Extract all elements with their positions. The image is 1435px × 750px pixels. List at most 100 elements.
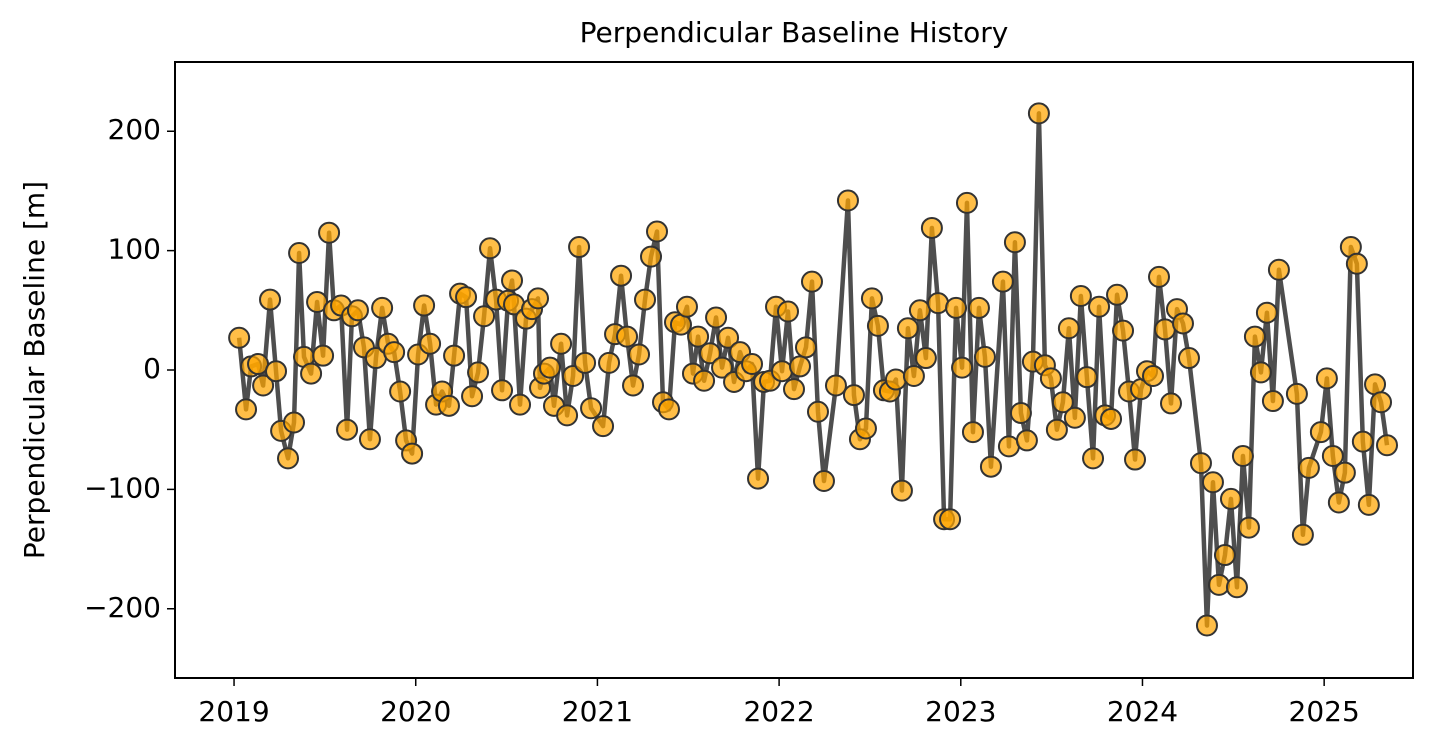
data-point: [1063, 406, 1086, 429]
x-tick-label: 2022: [743, 695, 814, 728]
data-point: [443, 344, 466, 367]
data-point: [1345, 252, 1368, 275]
data-point: [1027, 102, 1050, 125]
data-point: [1015, 429, 1038, 452]
chart-title: Perpendicular Baseline History: [580, 16, 1009, 49]
data-point: [1315, 367, 1338, 390]
data-point: [288, 242, 311, 265]
data-point: [658, 398, 681, 421]
data-point: [1291, 523, 1314, 546]
data-point: [896, 317, 919, 340]
data-point: [1195, 614, 1218, 637]
data-point: [1051, 391, 1074, 414]
data-point: [574, 351, 597, 374]
data-point: [967, 296, 990, 319]
data-point: [491, 379, 514, 402]
data-point: [699, 342, 722, 365]
data-point: [1370, 391, 1393, 414]
x-tick-label: 2023: [925, 695, 996, 728]
data-point: [1069, 284, 1092, 307]
data-point: [1237, 516, 1260, 539]
data-point: [383, 341, 406, 364]
data-point: [1225, 576, 1248, 599]
data-point: [283, 411, 306, 434]
data-point: [1057, 317, 1080, 340]
y-axis-label: Perpendicular Baseline [m]: [18, 181, 51, 559]
data-point: [277, 447, 300, 470]
data-point: [527, 287, 550, 310]
data-point: [824, 374, 847, 397]
data-point: [1124, 448, 1147, 471]
data-point: [1106, 283, 1129, 306]
data-point: [783, 378, 805, 401]
data-point: [610, 264, 633, 287]
x-tick-label: 2025: [1289, 695, 1360, 728]
data-point: [592, 415, 615, 438]
plot-frame: [174, 61, 1414, 679]
data-point: [259, 288, 282, 311]
data-point: [580, 397, 603, 420]
data-point: [1100, 407, 1123, 430]
data-point: [914, 347, 937, 370]
data-point: [312, 344, 335, 367]
data-point: [927, 292, 950, 315]
data-point: [1148, 265, 1171, 288]
data-point: [951, 356, 974, 379]
data-point: [1255, 301, 1278, 324]
data-point: [1351, 430, 1374, 453]
data-point: [771, 360, 794, 383]
data-point: [794, 336, 817, 359]
data-point: [908, 299, 931, 322]
x-tick-label: 2024: [1107, 695, 1178, 728]
data-point: [717, 326, 740, 349]
data-point: [991, 270, 1014, 293]
data-point: [1231, 444, 1254, 467]
data-point: [945, 296, 968, 319]
data-point: [346, 299, 369, 322]
x-tick-label: 2021: [562, 695, 633, 728]
data-point: [646, 220, 669, 243]
data-point: [473, 305, 496, 328]
data-point: [1333, 461, 1356, 484]
data-point: [1159, 392, 1182, 415]
data-point: [741, 353, 764, 376]
data-point: [1177, 347, 1200, 370]
y-tick-label: −100: [84, 471, 161, 504]
data-point: [920, 216, 943, 239]
data-point: [538, 356, 561, 379]
data-point: [890, 479, 913, 502]
data-point: [979, 455, 1002, 478]
data-point: [1003, 231, 1026, 254]
data-point: [842, 384, 865, 407]
data-point: [1376, 434, 1399, 457]
data-point: [711, 356, 734, 379]
data-point: [1267, 258, 1290, 281]
data-point: [479, 237, 502, 260]
data-point: [509, 393, 532, 416]
data-point: [1327, 491, 1350, 514]
data-point: [1297, 456, 1320, 479]
data-point: [1219, 487, 1242, 510]
data-point: [467, 361, 490, 384]
data-point: [955, 191, 978, 214]
data-point: [1142, 364, 1165, 387]
data-point: [777, 300, 800, 323]
data-point: [1045, 418, 1068, 441]
data-point: [1039, 367, 1062, 390]
data-point: [800, 270, 823, 293]
data-point: [961, 421, 984, 444]
data-point: [501, 269, 524, 292]
data-point: [1309, 421, 1332, 444]
data-point: [556, 404, 579, 427]
data-point: [1249, 361, 1272, 384]
data-point: [461, 385, 484, 408]
data-point: [1112, 319, 1135, 342]
data-point: [860, 287, 883, 310]
data-point: [550, 332, 573, 355]
y-tick-label: 100: [108, 233, 161, 266]
data-point: [1075, 366, 1098, 389]
data-point: [1201, 471, 1224, 494]
data-point: [1261, 390, 1284, 413]
x-tick-label: 2019: [198, 695, 269, 728]
